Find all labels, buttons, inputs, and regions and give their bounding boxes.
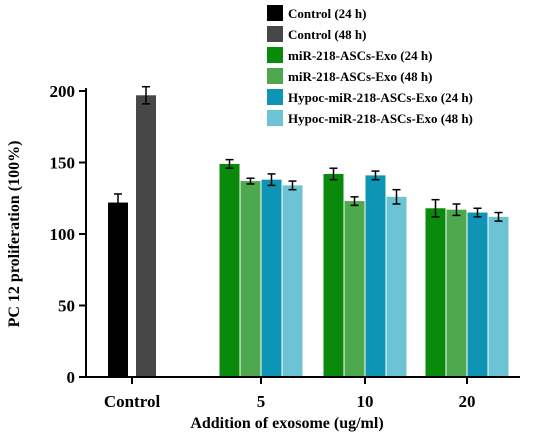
y-tick-label: 100 [50,225,76,244]
x-axis-title: Addition of exosome (ug/ml) [190,415,383,432]
bar [446,209,467,377]
axes: 0 50 100 150 200 Control 5 10 20 [50,82,520,411]
bar [108,202,128,377]
y-axis-title: PC 12 proliferation (100%) [6,141,23,328]
bar [467,212,488,377]
bar [136,95,156,377]
legend-swatch [267,47,283,63]
x-category-label: 20 [459,392,476,411]
bar [261,179,282,377]
bar [386,196,407,377]
bars [108,85,509,377]
bar [365,175,386,377]
bar [219,163,240,377]
legend-label: miR-218-ASCs-Exo (48 h) [288,69,432,84]
bar [344,201,365,377]
y-tick-label: 200 [50,82,76,101]
legend-label: Hypoc-miR-218-ASCs-Exo (48 h) [288,111,473,126]
bar [282,185,303,377]
legend-label: Control (24 h) [288,6,366,21]
bar [425,208,446,377]
x-category-label: 10 [357,392,374,411]
legend-swatch [267,68,283,84]
legend-label: Hypoc-miR-218-ASCs-Exo (24 h) [288,90,473,105]
y-tick-label: 50 [58,297,75,316]
y-tick-label: 150 [50,154,76,173]
legend-swatch [267,26,283,42]
legend-swatch [267,89,283,105]
legend-swatch [267,5,283,21]
legend-label: miR-218-ASCs-Exo (24 h) [288,48,432,63]
bar [488,216,509,377]
legend-swatch [267,110,283,126]
y-tick-label: 0 [67,368,76,387]
x-category-label: Control [104,392,161,411]
x-category-label: 5 [257,392,266,411]
legend: Control (24 h) Control (48 h) miR-218-ASCs… [267,5,473,126]
bar [323,173,344,377]
legend-label: Control (48 h) [288,27,366,42]
bar [240,181,261,377]
